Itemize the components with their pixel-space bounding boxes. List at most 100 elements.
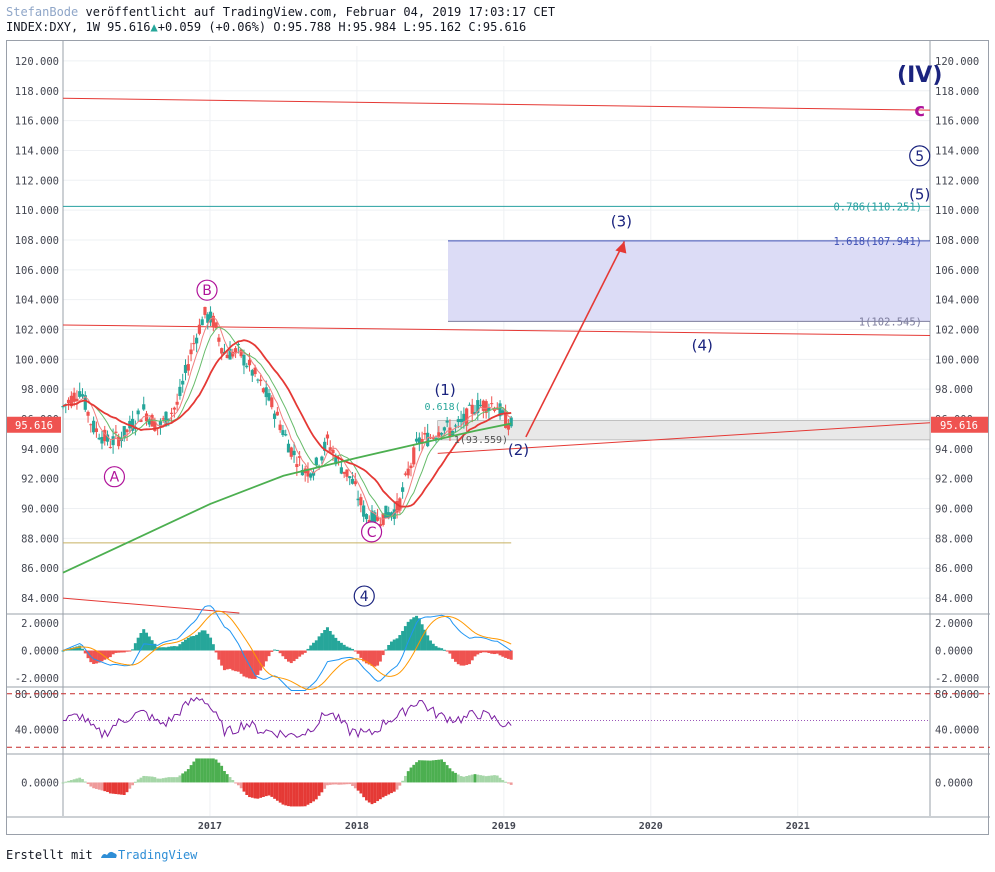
macd-histogram-bar	[289, 650, 293, 664]
macd-histogram-bar	[158, 647, 162, 651]
candle-body	[473, 412, 477, 415]
oscillator-histogram-bar	[64, 781, 68, 783]
candle-body	[161, 418, 165, 420]
oscillator-histogram-bar	[239, 782, 243, 789]
oscillator-histogram-bar	[401, 780, 405, 783]
macd-histogram-bar	[428, 640, 432, 651]
candle-body	[289, 447, 293, 457]
chart-frame[interactable]: 120.000 120.000 118.000 118.000 116.000 116.0…	[6, 40, 990, 836]
chart-canvas[interactable]: 120.000 120.000 118.000 118.000 116.000 116.0…	[7, 41, 990, 836]
wave-label-circle	[103, 466, 126, 488]
projection-arrow	[525, 241, 626, 438]
macd-histogram-bar	[334, 637, 338, 651]
oscillator-histogram-bar	[186, 769, 190, 783]
macd-histogram-bar	[462, 650, 466, 666]
macd-histogram-bar	[147, 636, 151, 651]
time-tick-label: 2021	[786, 821, 810, 832]
symbol-label: INDEX:DXY, 1W	[6, 20, 100, 34]
price-tick-label-right: 104.000	[935, 295, 979, 307]
candle-body	[186, 364, 190, 371]
candle-body	[203, 306, 207, 315]
oscillator-histogram-bar	[72, 779, 76, 783]
oscillator-histogram-bar	[334, 782, 338, 785]
candle-body	[214, 322, 218, 329]
oscillator-histogram-bar	[378, 782, 382, 800]
oscillator-histogram-bar	[114, 782, 118, 795]
price-tick-label-left: 84.000	[21, 593, 59, 605]
oscillator-histogram-bar	[326, 782, 329, 786]
macd-histogram-bar	[128, 650, 132, 652]
candle-body	[272, 413, 277, 419]
candle-body	[275, 411, 279, 416]
oscillator-histogram-bar	[92, 782, 96, 789]
oscillator-histogram-bar	[220, 765, 224, 783]
macd-histogram-bar	[78, 645, 82, 651]
oscillator-histogram-bar	[348, 782, 352, 785]
macd-histogram-bar	[111, 650, 115, 655]
price-tick-label-left: 92.000	[21, 474, 59, 486]
candle-body	[345, 469, 349, 477]
candle-body	[97, 437, 101, 440]
price-tick-label-left: 120.000	[15, 56, 59, 68]
candle-body	[414, 438, 419, 442]
macd-histogram-bar	[459, 650, 463, 666]
macd-histogram-bar	[264, 650, 268, 662]
candle-body	[122, 426, 126, 439]
tradingview-brand[interactable]: TradingView	[117, 848, 198, 862]
rsi-tick-label-right: 40.0000	[935, 724, 979, 736]
candle-body	[487, 407, 491, 411]
candle-body	[217, 337, 221, 342]
oscillator-histogram-bar	[462, 776, 466, 783]
author-name[interactable]: StefanBode	[6, 5, 79, 19]
macd-histogram-bar	[164, 647, 168, 651]
oscillator-histogram-bar	[465, 776, 469, 783]
macd-histogram-bar	[431, 643, 435, 651]
oscillator-histogram-bar	[281, 782, 285, 805]
macd-histogram-bar	[192, 635, 196, 651]
macd-histogram-bar	[300, 650, 304, 655]
oscillator-histogram-bar	[108, 782, 112, 794]
candle-body	[348, 476, 352, 479]
candle-body	[228, 348, 232, 360]
oscillator-histogram-bar	[147, 776, 151, 783]
oscillator-histogram-bar	[381, 782, 385, 798]
candle-body	[169, 412, 174, 414]
macd-histogram-bar	[337, 640, 341, 651]
macd-histogram-bar	[454, 650, 458, 662]
macd-signal-line	[62, 610, 512, 690]
macd-histogram-bar	[406, 621, 410, 651]
candle-body	[72, 392, 76, 402]
macd-line	[62, 605, 512, 691]
oscillator-histogram-bar	[150, 776, 154, 783]
oscillator-histogram-bar	[454, 772, 457, 783]
wave-label: c	[914, 100, 925, 121]
wave-label: C	[367, 525, 377, 541]
candle-body	[256, 379, 260, 381]
oscillator-histogram-bar	[448, 768, 452, 783]
macd-histogram-bar	[267, 650, 271, 657]
macd-histogram-bar	[445, 650, 449, 652]
oscillator-histogram-bar	[309, 782, 313, 804]
candle-body	[403, 473, 408, 475]
oscillator-histogram-bar	[320, 782, 324, 793]
macd-histogram-bar	[339, 642, 343, 651]
price-tick-label-right: 112.000	[935, 175, 979, 187]
macd-histogram-bar	[250, 650, 254, 679]
oscillator-histogram-bar	[75, 778, 79, 783]
macd-histogram-bar	[228, 650, 232, 669]
oscillator-histogram-bar	[234, 782, 237, 784]
wave-label: A	[110, 470, 120, 486]
wave-label-circle	[360, 521, 383, 543]
oscillator-histogram-bar	[61, 782, 65, 784]
candle-body	[437, 432, 441, 437]
macd-histogram-bar	[351, 648, 355, 651]
oscillator-histogram-bar	[406, 771, 410, 783]
candle-body	[233, 348, 238, 353]
macd-histogram-bar	[189, 636, 193, 651]
oscillator-histogram-bar	[376, 782, 379, 802]
candle-body	[417, 437, 421, 444]
candle-body	[158, 421, 163, 427]
macd-histogram-bar	[456, 650, 460, 665]
oscillator-histogram-bar	[139, 777, 143, 783]
oscillator-histogram-bar	[395, 782, 399, 790]
